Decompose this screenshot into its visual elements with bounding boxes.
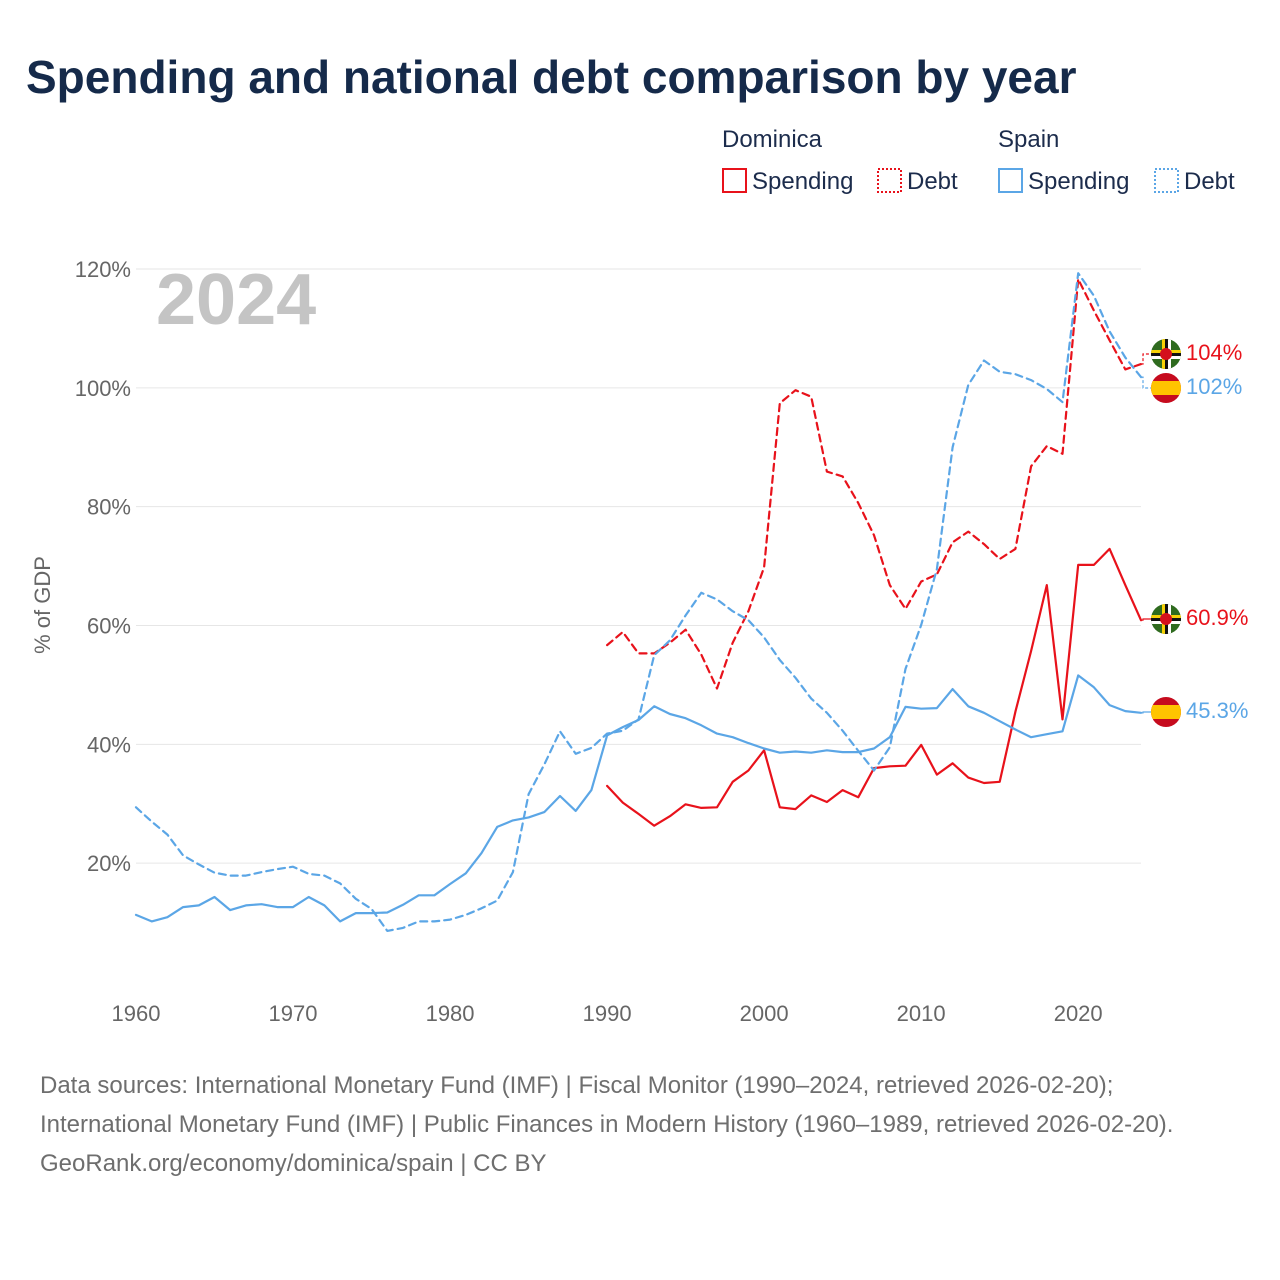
connector-spain-spending — [1141, 711, 1151, 714]
y-axis-label: % of GDP — [30, 556, 55, 654]
legend-swatch-spain-debt — [1154, 168, 1179, 193]
legend: Dominica Spending Debt Spain Spending De… — [722, 126, 1235, 195]
x-tick-label: 1970 — [269, 1001, 318, 1026]
end-label-dominica-spending: 60.9% — [1186, 605, 1248, 630]
end-markers: 104% 102% 60.9% 45.3% — [1141, 339, 1248, 727]
x-tick-label: 2010 — [897, 1001, 946, 1026]
chart-title: Spending and national debt comparison by… — [26, 51, 1077, 103]
end-label-spain-debt: 102% — [1186, 374, 1242, 399]
x-tick-label: 2000 — [740, 1001, 789, 1026]
dominica-flag-icon — [1151, 604, 1181, 634]
legend-label-dominica-debt: Debt — [907, 168, 958, 195]
connector-dominica-debt — [1141, 353, 1151, 365]
y-tick-label: 80% — [87, 495, 131, 520]
footer: Data sources: International Monetary Fun… — [40, 1066, 1240, 1183]
legend-country-spain: Spain — [998, 126, 1059, 153]
end-label-dominica-debt: 104% — [1186, 340, 1242, 365]
legend-swatch-dominica-spending — [722, 168, 747, 193]
series-line-dominica-spending — [605, 547, 1143, 827]
series-lines — [134, 272, 1143, 933]
connector-dominica-spending — [1141, 618, 1151, 621]
y-tick-label: 60% — [87, 614, 131, 639]
connector-spain-debt — [1141, 376, 1151, 389]
gridlines — [136, 268, 1141, 864]
x-tick-label: 1960 — [112, 1001, 161, 1026]
chart-svg: Dominica Spending Debt Spain Spending De… — [30, 126, 1248, 1026]
year-watermark: 2024 — [156, 260, 316, 340]
dominica-flag-icon — [1151, 339, 1181, 369]
y-axis: 20% 40% 60% 80% 100% 120% — [75, 257, 131, 876]
x-tick-label: 1980 — [426, 1001, 475, 1026]
credit-link[interactable]: GeoRank.org/economy/dominica/spain | CC … — [40, 1150, 547, 1177]
legend-swatch-dominica-debt — [877, 168, 902, 193]
series-line-spain-debt — [134, 272, 1143, 933]
legend-label-spain-debt: Debt — [1184, 168, 1235, 195]
x-tick-label: 1990 — [583, 1001, 632, 1026]
data-sources: Data sources: International Monetary Fun… — [40, 1072, 1174, 1138]
legend-label-dominica-spending: Spending — [752, 168, 853, 195]
spain-flag-icon — [1151, 373, 1181, 403]
y-tick-label: 120% — [75, 257, 131, 282]
end-label-spain-spending: 45.3% — [1186, 698, 1248, 723]
x-axis: 1960 1970 1980 1990 2000 2010 2020 — [112, 1001, 1103, 1026]
series-line-spain-spending — [134, 674, 1143, 923]
y-tick-label: 40% — [87, 732, 131, 757]
legend-swatch-spain-spending — [998, 168, 1023, 193]
y-tick-label: 20% — [87, 851, 131, 876]
spain-flag-icon — [1151, 697, 1181, 727]
legend-country-dominica: Dominica — [722, 126, 823, 153]
series-line-dominica-debt — [605, 278, 1143, 690]
legend-label-spain-spending: Spending — [1028, 168, 1129, 195]
y-tick-label: 100% — [75, 376, 131, 401]
x-tick-label: 2020 — [1054, 1001, 1103, 1026]
